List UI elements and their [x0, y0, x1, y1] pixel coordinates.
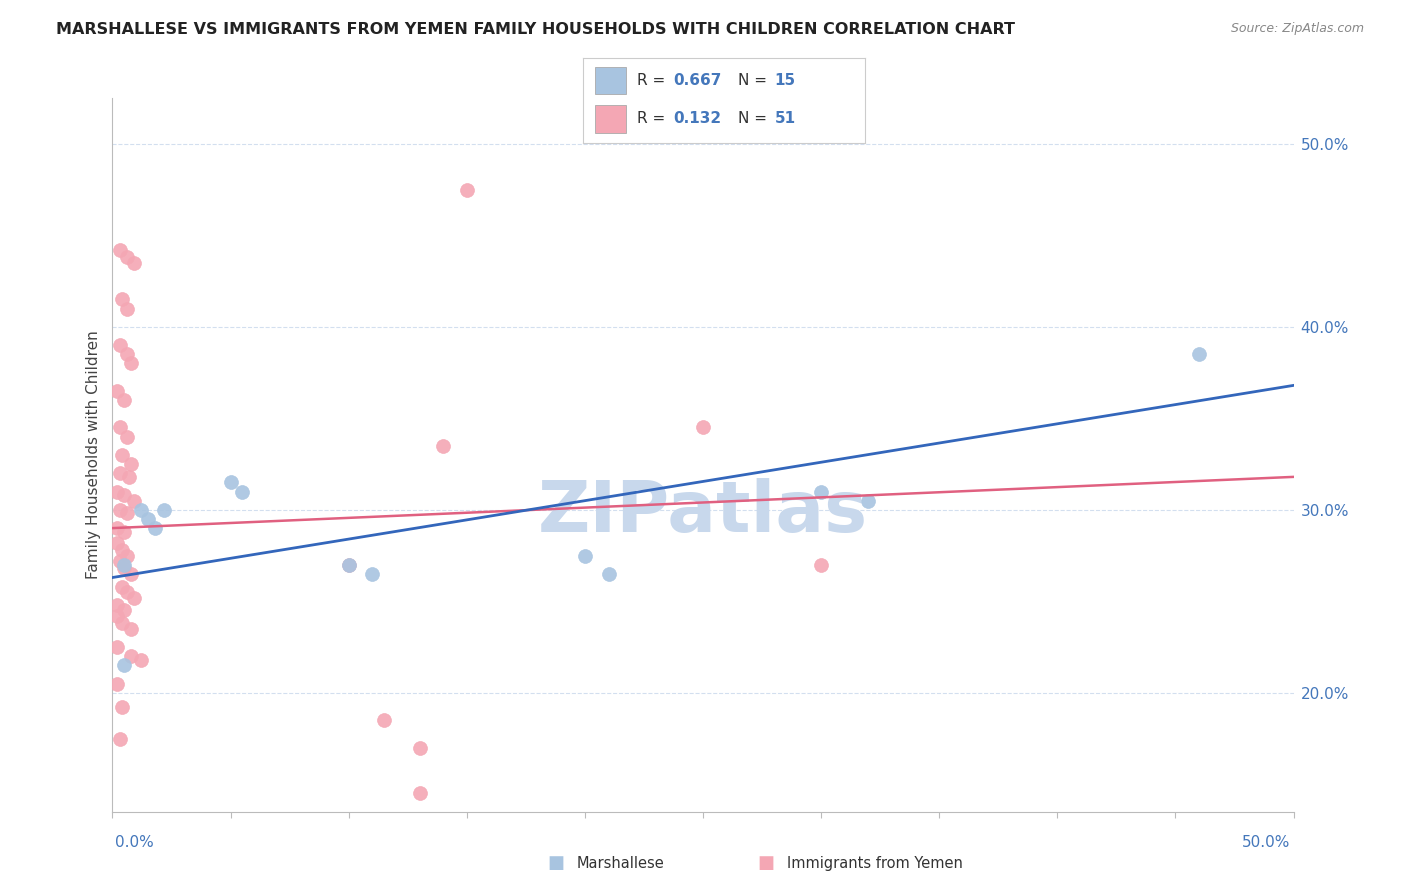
- Point: [115, 347, 138, 361]
- Point: [408, 740, 430, 755]
- Text: Immigrants from Yemen: Immigrants from Yemen: [787, 856, 963, 871]
- Text: ■: ■: [547, 855, 564, 872]
- Point: [112, 561, 135, 575]
- Point: [692, 420, 714, 434]
- Point: [112, 558, 135, 572]
- Point: [111, 700, 134, 714]
- Point: [108, 554, 131, 568]
- Point: [361, 566, 384, 581]
- Point: [111, 448, 134, 462]
- Point: [111, 543, 134, 558]
- Point: [373, 713, 395, 727]
- Point: [337, 558, 360, 572]
- Text: 50.0%: 50.0%: [1243, 836, 1291, 850]
- Text: N =: N =: [738, 73, 772, 88]
- Point: [108, 243, 131, 257]
- Text: Source: ZipAtlas.com: Source: ZipAtlas.com: [1230, 22, 1364, 36]
- Point: [115, 429, 138, 443]
- Point: [456, 183, 478, 197]
- Point: [112, 603, 135, 617]
- Point: [136, 512, 159, 526]
- Point: [115, 549, 138, 563]
- Point: [810, 484, 832, 499]
- Text: R =: R =: [637, 73, 671, 88]
- Point: [231, 484, 253, 499]
- Text: ZIPatlas: ZIPatlas: [538, 477, 868, 547]
- Point: [118, 470, 141, 484]
- Point: [219, 475, 242, 490]
- Point: [112, 524, 135, 539]
- Point: [108, 420, 131, 434]
- Point: [115, 585, 138, 599]
- Point: [115, 507, 138, 521]
- Point: [105, 384, 128, 398]
- Point: [108, 467, 131, 481]
- Point: [1188, 347, 1211, 361]
- Point: [112, 488, 135, 502]
- Point: [108, 338, 131, 352]
- Text: MARSHALLESE VS IMMIGRANTS FROM YEMEN FAMILY HOUSEHOLDS WITH CHILDREN CORRELATION: MARSHALLESE VS IMMIGRANTS FROM YEMEN FAM…: [56, 22, 1015, 37]
- Point: [408, 786, 430, 800]
- Point: [129, 653, 152, 667]
- Point: [105, 640, 128, 654]
- Point: [105, 609, 128, 624]
- Text: 51: 51: [775, 112, 796, 127]
- Point: [858, 493, 880, 508]
- Point: [111, 616, 134, 631]
- Point: [111, 293, 134, 307]
- Text: 0.0%: 0.0%: [115, 836, 155, 850]
- Point: [105, 598, 128, 612]
- Text: ■: ■: [758, 855, 775, 872]
- Point: [111, 580, 134, 594]
- Text: Marshallese: Marshallese: [576, 856, 664, 871]
- Point: [122, 493, 145, 508]
- Point: [105, 521, 128, 535]
- Point: [112, 658, 135, 673]
- Point: [120, 622, 142, 636]
- Point: [108, 731, 131, 746]
- Bar: [595, 67, 626, 95]
- Point: [105, 676, 128, 690]
- Point: [115, 301, 138, 316]
- Point: [120, 566, 142, 581]
- Point: [112, 392, 135, 407]
- Point: [432, 439, 454, 453]
- Text: R =: R =: [637, 112, 671, 127]
- Text: 0.667: 0.667: [673, 73, 721, 88]
- Text: N =: N =: [738, 112, 772, 127]
- Point: [120, 356, 142, 370]
- Point: [143, 521, 166, 535]
- Point: [122, 591, 145, 605]
- Point: [115, 250, 138, 264]
- Bar: [595, 105, 626, 133]
- Point: [108, 503, 131, 517]
- Point: [105, 484, 128, 499]
- Point: [598, 566, 620, 581]
- Point: [810, 558, 832, 572]
- Point: [122, 256, 145, 270]
- Text: 15: 15: [775, 73, 796, 88]
- Point: [105, 535, 128, 549]
- Point: [153, 503, 176, 517]
- Point: [120, 457, 142, 471]
- Text: 0.132: 0.132: [673, 112, 721, 127]
- Point: [574, 549, 596, 563]
- Point: [337, 558, 360, 572]
- Y-axis label: Family Households with Children: Family Households with Children: [86, 331, 101, 579]
- Point: [120, 649, 142, 664]
- Point: [129, 503, 152, 517]
